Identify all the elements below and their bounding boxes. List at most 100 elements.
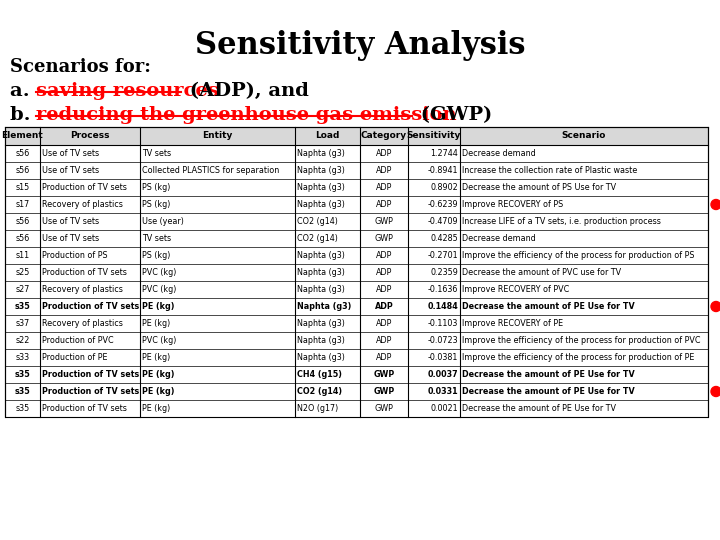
Text: PE (kg): PE (kg) [142,387,174,396]
Text: PE (kg): PE (kg) [142,370,174,379]
Text: Improve the efficiency of the process for production of PS: Improve the efficiency of the process fo… [462,251,695,260]
Text: Use of TV sets: Use of TV sets [42,217,99,226]
Text: s56: s56 [15,149,30,158]
Text: Naphta (g3): Naphta (g3) [297,268,345,277]
Text: PVC (kg): PVC (kg) [142,285,176,294]
Text: GWP: GWP [374,404,393,413]
Text: ADP: ADP [376,149,392,158]
Text: Naphta (g3): Naphta (g3) [297,302,351,311]
Text: 0.1484: 0.1484 [427,302,458,311]
Text: -0.0723: -0.0723 [428,336,458,345]
Text: Naphta (g3): Naphta (g3) [297,353,345,362]
Bar [5,127,708,417]
Text: Production of TV sets: Production of TV sets [42,387,139,396]
Text: Increase LIFE of a TV sets, i.e. production process: Increase LIFE of a TV sets, i.e. product… [462,217,661,226]
Text: s35: s35 [14,387,30,396]
Text: -0.6239: -0.6239 [428,200,458,209]
Text: Naphta (g3): Naphta (g3) [297,183,345,192]
Text: saving resources: saving resources [36,82,219,100]
Text: Category: Category [361,132,407,140]
Text: s35: s35 [15,404,30,413]
Text: Scenario: Scenario [562,132,606,140]
Text: CO2 (g14): CO2 (g14) [297,234,338,243]
Text: GWP: GWP [374,387,395,396]
Text: Decrease the amount of PVC use for TV: Decrease the amount of PVC use for TV [462,268,621,277]
Text: GWP: GWP [374,370,395,379]
Text: ADP: ADP [376,319,392,328]
Text: PVC (kg): PVC (kg) [142,336,176,345]
Text: Improve RECOVERY of PVC: Improve RECOVERY of PVC [462,285,570,294]
Text: Recovery of plastics: Recovery of plastics [42,285,123,294]
Text: Element: Element [1,132,43,140]
Text: 0.0021: 0.0021 [431,404,458,413]
Text: Production of TV sets: Production of TV sets [42,302,139,311]
Text: (ADP), and: (ADP), and [183,82,309,100]
Text: Improve RECOVERY of PS: Improve RECOVERY of PS [462,200,563,209]
Text: s22: s22 [15,336,30,345]
Text: CH4 (g15): CH4 (g15) [297,370,342,379]
Text: s15: s15 [15,183,30,192]
Text: TV sets: TV sets [142,149,171,158]
Text: 0.0331: 0.0331 [428,387,458,396]
Text: Use (year): Use (year) [142,217,184,226]
Text: PE (kg): PE (kg) [142,353,170,362]
Text: Use of TV sets: Use of TV sets [42,149,99,158]
Text: PS (kg): PS (kg) [142,200,171,209]
Text: ADP: ADP [374,302,393,311]
Text: Collected PLASTICS for separation: Collected PLASTICS for separation [142,166,279,175]
Text: s35: s35 [14,302,30,311]
Text: ADP: ADP [376,183,392,192]
Text: ADP: ADP [376,353,392,362]
Text: 1.2744: 1.2744 [431,149,458,158]
Text: Sensitivity: Sensitivity [407,132,462,140]
Text: s17: s17 [15,200,30,209]
Text: -0.4709: -0.4709 [428,217,458,226]
Text: Naphta (g3): Naphta (g3) [297,200,345,209]
Bar [5,127,708,145]
Text: Improve the efficiency of the process for production of PVC: Improve the efficiency of the process fo… [462,336,701,345]
Text: Naphta (g3): Naphta (g3) [297,319,345,328]
Text: Improve the efficiency of the process for production of PE: Improve the efficiency of the process fo… [462,353,694,362]
Text: ADP: ADP [376,336,392,345]
Text: -0.1103: -0.1103 [428,319,458,328]
Text: N2O (g17): N2O (g17) [297,404,338,413]
Text: b.: b. [10,106,44,124]
Text: Decrease the amount of PE Use for TV: Decrease the amount of PE Use for TV [462,404,616,413]
Text: PE (kg): PE (kg) [142,302,174,311]
Text: s56: s56 [15,166,30,175]
Text: Improve RECOVERY of PE: Improve RECOVERY of PE [462,319,563,328]
Text: 0.0037: 0.0037 [428,370,458,379]
Text: Production of TV sets: Production of TV sets [42,404,127,413]
Text: Production of TV sets: Production of TV sets [42,268,127,277]
Text: Naphta (g3): Naphta (g3) [297,251,345,260]
Text: PS (kg): PS (kg) [142,183,171,192]
Text: PE (kg): PE (kg) [142,319,170,328]
Text: s56: s56 [15,234,30,243]
Text: Sensitivity Analysis: Sensitivity Analysis [194,30,526,61]
Text: PS (kg): PS (kg) [142,251,171,260]
Text: Load: Load [315,132,340,140]
Text: s56: s56 [15,217,30,226]
Text: Naphta (g3): Naphta (g3) [297,285,345,294]
Text: Production of PS: Production of PS [42,251,107,260]
Text: a.: a. [10,82,43,100]
Text: 0.4285: 0.4285 [431,234,458,243]
Text: Recovery of plastics: Recovery of plastics [42,200,123,209]
Text: Naphta (g3): Naphta (g3) [297,166,345,175]
Text: s35: s35 [14,370,30,379]
Text: Entity: Entity [202,132,233,140]
Text: PVC (kg): PVC (kg) [142,268,176,277]
Text: 0.8902: 0.8902 [431,183,458,192]
Text: Use of TV sets: Use of TV sets [42,234,99,243]
Circle shape [711,199,720,210]
Text: Decrease the amount of PE Use for TV: Decrease the amount of PE Use for TV [462,302,635,311]
Text: Production of TV sets: Production of TV sets [42,370,139,379]
Text: Decrease the amount of PE Use for TV: Decrease the amount of PE Use for TV [462,370,635,379]
Circle shape [711,301,720,312]
Text: TV sets: TV sets [142,234,171,243]
Text: -0.8941: -0.8941 [428,166,458,175]
Text: Scenarios for:: Scenarios for: [10,58,151,76]
Text: ADP: ADP [376,166,392,175]
Text: Decrease the amount of PE Use for TV: Decrease the amount of PE Use for TV [462,387,635,396]
Text: -0.2701: -0.2701 [428,251,458,260]
